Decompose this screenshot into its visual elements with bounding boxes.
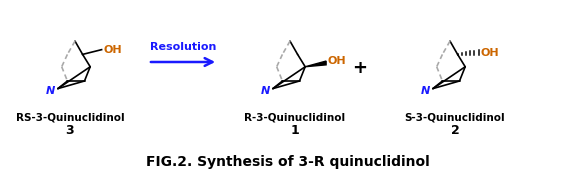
Text: +: + [353, 59, 367, 77]
Text: N: N [421, 86, 430, 97]
Text: FIG.2. Synthesis of 3-R quinuclidinol: FIG.2. Synthesis of 3-R quinuclidinol [146, 155, 430, 169]
Polygon shape [305, 61, 326, 67]
Text: 1: 1 [291, 124, 300, 137]
Text: OH: OH [104, 45, 122, 55]
Text: RS-3-Quinuclidinol: RS-3-Quinuclidinol [16, 112, 124, 122]
Text: Resolution: Resolution [150, 42, 216, 52]
Text: 2: 2 [450, 124, 460, 137]
Text: OH: OH [328, 56, 347, 66]
Text: N: N [261, 86, 270, 97]
Text: R-3-Quinuclidinol: R-3-Quinuclidinol [244, 112, 346, 122]
Text: 3: 3 [66, 124, 74, 137]
Text: OH: OH [480, 48, 499, 58]
Text: S-3-Quinuclidinol: S-3-Quinuclidinol [405, 112, 505, 122]
Text: N: N [46, 86, 55, 97]
